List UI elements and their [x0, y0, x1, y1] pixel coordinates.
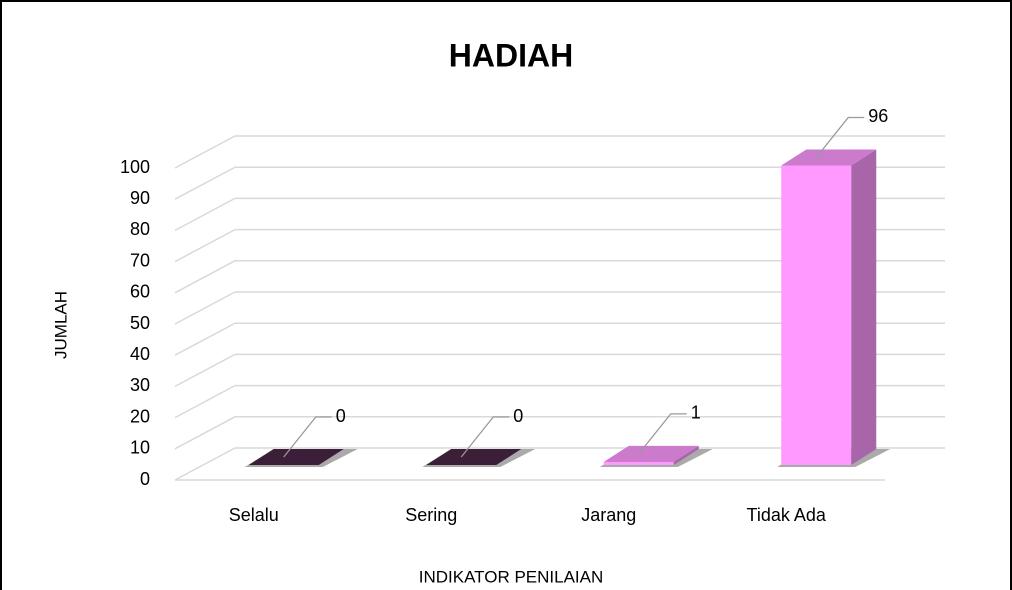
bar [426, 449, 522, 465]
data-label-leader [638, 413, 687, 455]
grid-line [174, 447, 945, 481]
data-label-leader [815, 116, 865, 158]
bar-side [851, 149, 877, 466]
y-tick-label: 20 [130, 406, 150, 426]
grid-line [174, 260, 945, 294]
bar-top [248, 449, 344, 465]
bar [248, 449, 344, 465]
grid-line [174, 166, 945, 200]
x-tick-label: Selalu [229, 505, 279, 525]
y-tick-label: 30 [130, 375, 150, 395]
bar-top [426, 449, 522, 465]
y-tick-label: 50 [130, 313, 150, 333]
y-axis-label: JUMLAH [51, 291, 70, 359]
y-tick-label: 60 [130, 282, 150, 302]
x-tick-label: Sering [405, 505, 457, 525]
grid-line [174, 135, 945, 169]
chart-title: HADIAH [449, 37, 573, 73]
bar [603, 445, 699, 465]
y-tick-label: 10 [130, 438, 150, 458]
x-tick-label: Jarang [581, 505, 636, 525]
grid-line [174, 228, 945, 263]
y-tick-label: 0 [140, 469, 150, 489]
bar-front [781, 165, 852, 466]
bar-side [673, 445, 699, 465]
data-label: 0 [336, 406, 346, 426]
grid-line [174, 416, 945, 450]
grid-line [174, 322, 945, 356]
data-label: 1 [691, 403, 701, 423]
y-tick-label: 90 [130, 188, 150, 208]
grid-line [174, 384, 945, 419]
y-tick-label: 80 [130, 219, 150, 239]
data-label-leader [460, 416, 510, 458]
x-tick-label: Tidak Ada [747, 505, 827, 525]
data-label: 0 [513, 406, 523, 426]
bar [781, 149, 877, 466]
data-label: 96 [868, 106, 888, 126]
y-tick-label: 70 [130, 250, 150, 270]
bar-front [603, 461, 674, 465]
data-label-leader [283, 416, 332, 458]
x-axis-label: INDIKATOR PENILAIAN [419, 567, 604, 586]
grid-line [174, 353, 945, 388]
y-tick-label: 40 [130, 344, 150, 364]
bar-top [603, 445, 699, 462]
y-tick-label: 100 [120, 157, 150, 177]
grid-line [174, 197, 945, 232]
grid-line [174, 291, 945, 325]
bar-top [781, 149, 877, 166]
